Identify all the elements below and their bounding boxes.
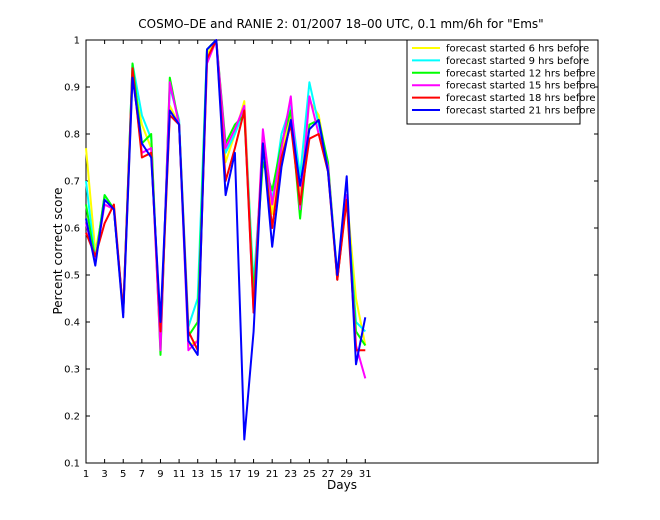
y-tick-label: 0.3 bbox=[64, 365, 80, 376]
y-tick-label: 0.1 bbox=[64, 459, 80, 470]
legend-entry-5: forecast started 18 hrs before bbox=[446, 93, 596, 104]
legend-entry-1: forecast started 6 hrs before bbox=[446, 44, 589, 55]
x-tick-label: 9 bbox=[157, 469, 163, 480]
y-tick-label: 0.6 bbox=[64, 224, 80, 235]
y-tick-label: 0.8 bbox=[64, 130, 80, 141]
y-tick-label: 1 bbox=[74, 36, 80, 47]
y-tick-label: 0.2 bbox=[64, 412, 80, 423]
legend-entry-6: forecast started 21 hrs before bbox=[446, 106, 596, 117]
y-tick-label: 0.9 bbox=[64, 83, 80, 94]
legend-entry-3: forecast started 12 hrs before bbox=[446, 68, 596, 79]
legend-entry-4: forecast started 15 hrs before bbox=[446, 81, 596, 92]
x-axis-label: Days bbox=[327, 478, 357, 492]
x-tick-label: 13 bbox=[191, 469, 204, 480]
legend-entry-2: forecast started 9 hrs before bbox=[446, 56, 589, 67]
x-tick-label: 31 bbox=[359, 469, 372, 480]
y-tick-label: 0.5 bbox=[64, 271, 80, 282]
y-tick-label: 0.7 bbox=[64, 177, 80, 188]
x-tick-label: 23 bbox=[284, 469, 297, 480]
x-tick-label: 3 bbox=[101, 469, 107, 480]
series-lines bbox=[85, 39, 367, 441]
x-tick-label: 11 bbox=[173, 469, 186, 480]
series-line-6 bbox=[85, 39, 367, 441]
x-tick-label: 15 bbox=[210, 469, 223, 480]
x-tick-label: 27 bbox=[322, 469, 335, 480]
x-tick-label: 19 bbox=[247, 469, 260, 480]
axis-ticks: 1 3 5 7 9 11 13 15 17 19 21 23 25 27 29 310.10.20.30.40… bbox=[64, 36, 598, 480]
x-tick-label: 1 bbox=[83, 469, 89, 480]
x-tick-label: 21 bbox=[266, 469, 279, 480]
x-tick-label: 25 bbox=[303, 469, 316, 480]
y-tick-label: 0.4 bbox=[64, 318, 80, 329]
y-axis-label: Percent correct score bbox=[51, 187, 65, 314]
x-tick-label: 5 bbox=[120, 469, 126, 480]
x-tick-label: 7 bbox=[139, 469, 145, 480]
chart-title: COSMO–DE and RANIE 2: 01/2007 18–00 UTC,… bbox=[138, 17, 543, 31]
x-tick-label: 17 bbox=[229, 469, 242, 480]
x-tick-label: 29 bbox=[340, 469, 353, 480]
